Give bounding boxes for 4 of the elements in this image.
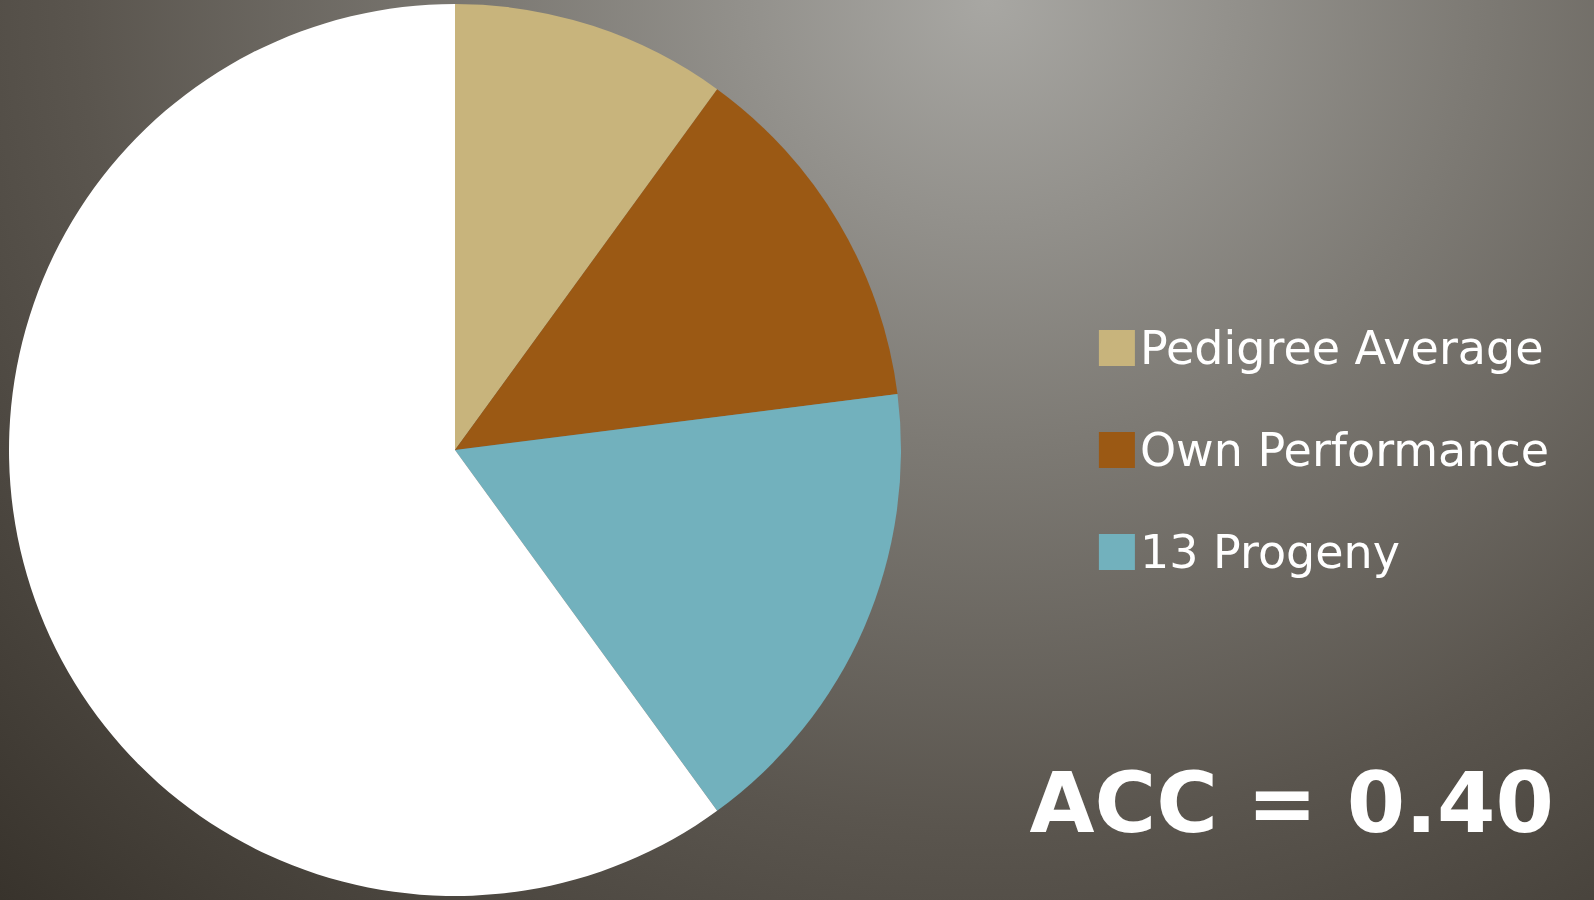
legend-label: 13 Progeny xyxy=(1139,525,1400,579)
legend-label: Own Performance xyxy=(1139,423,1550,477)
text: ACC = 0.40 xyxy=(1029,754,1555,852)
legend-label: Pedigree Average xyxy=(1139,321,1544,375)
